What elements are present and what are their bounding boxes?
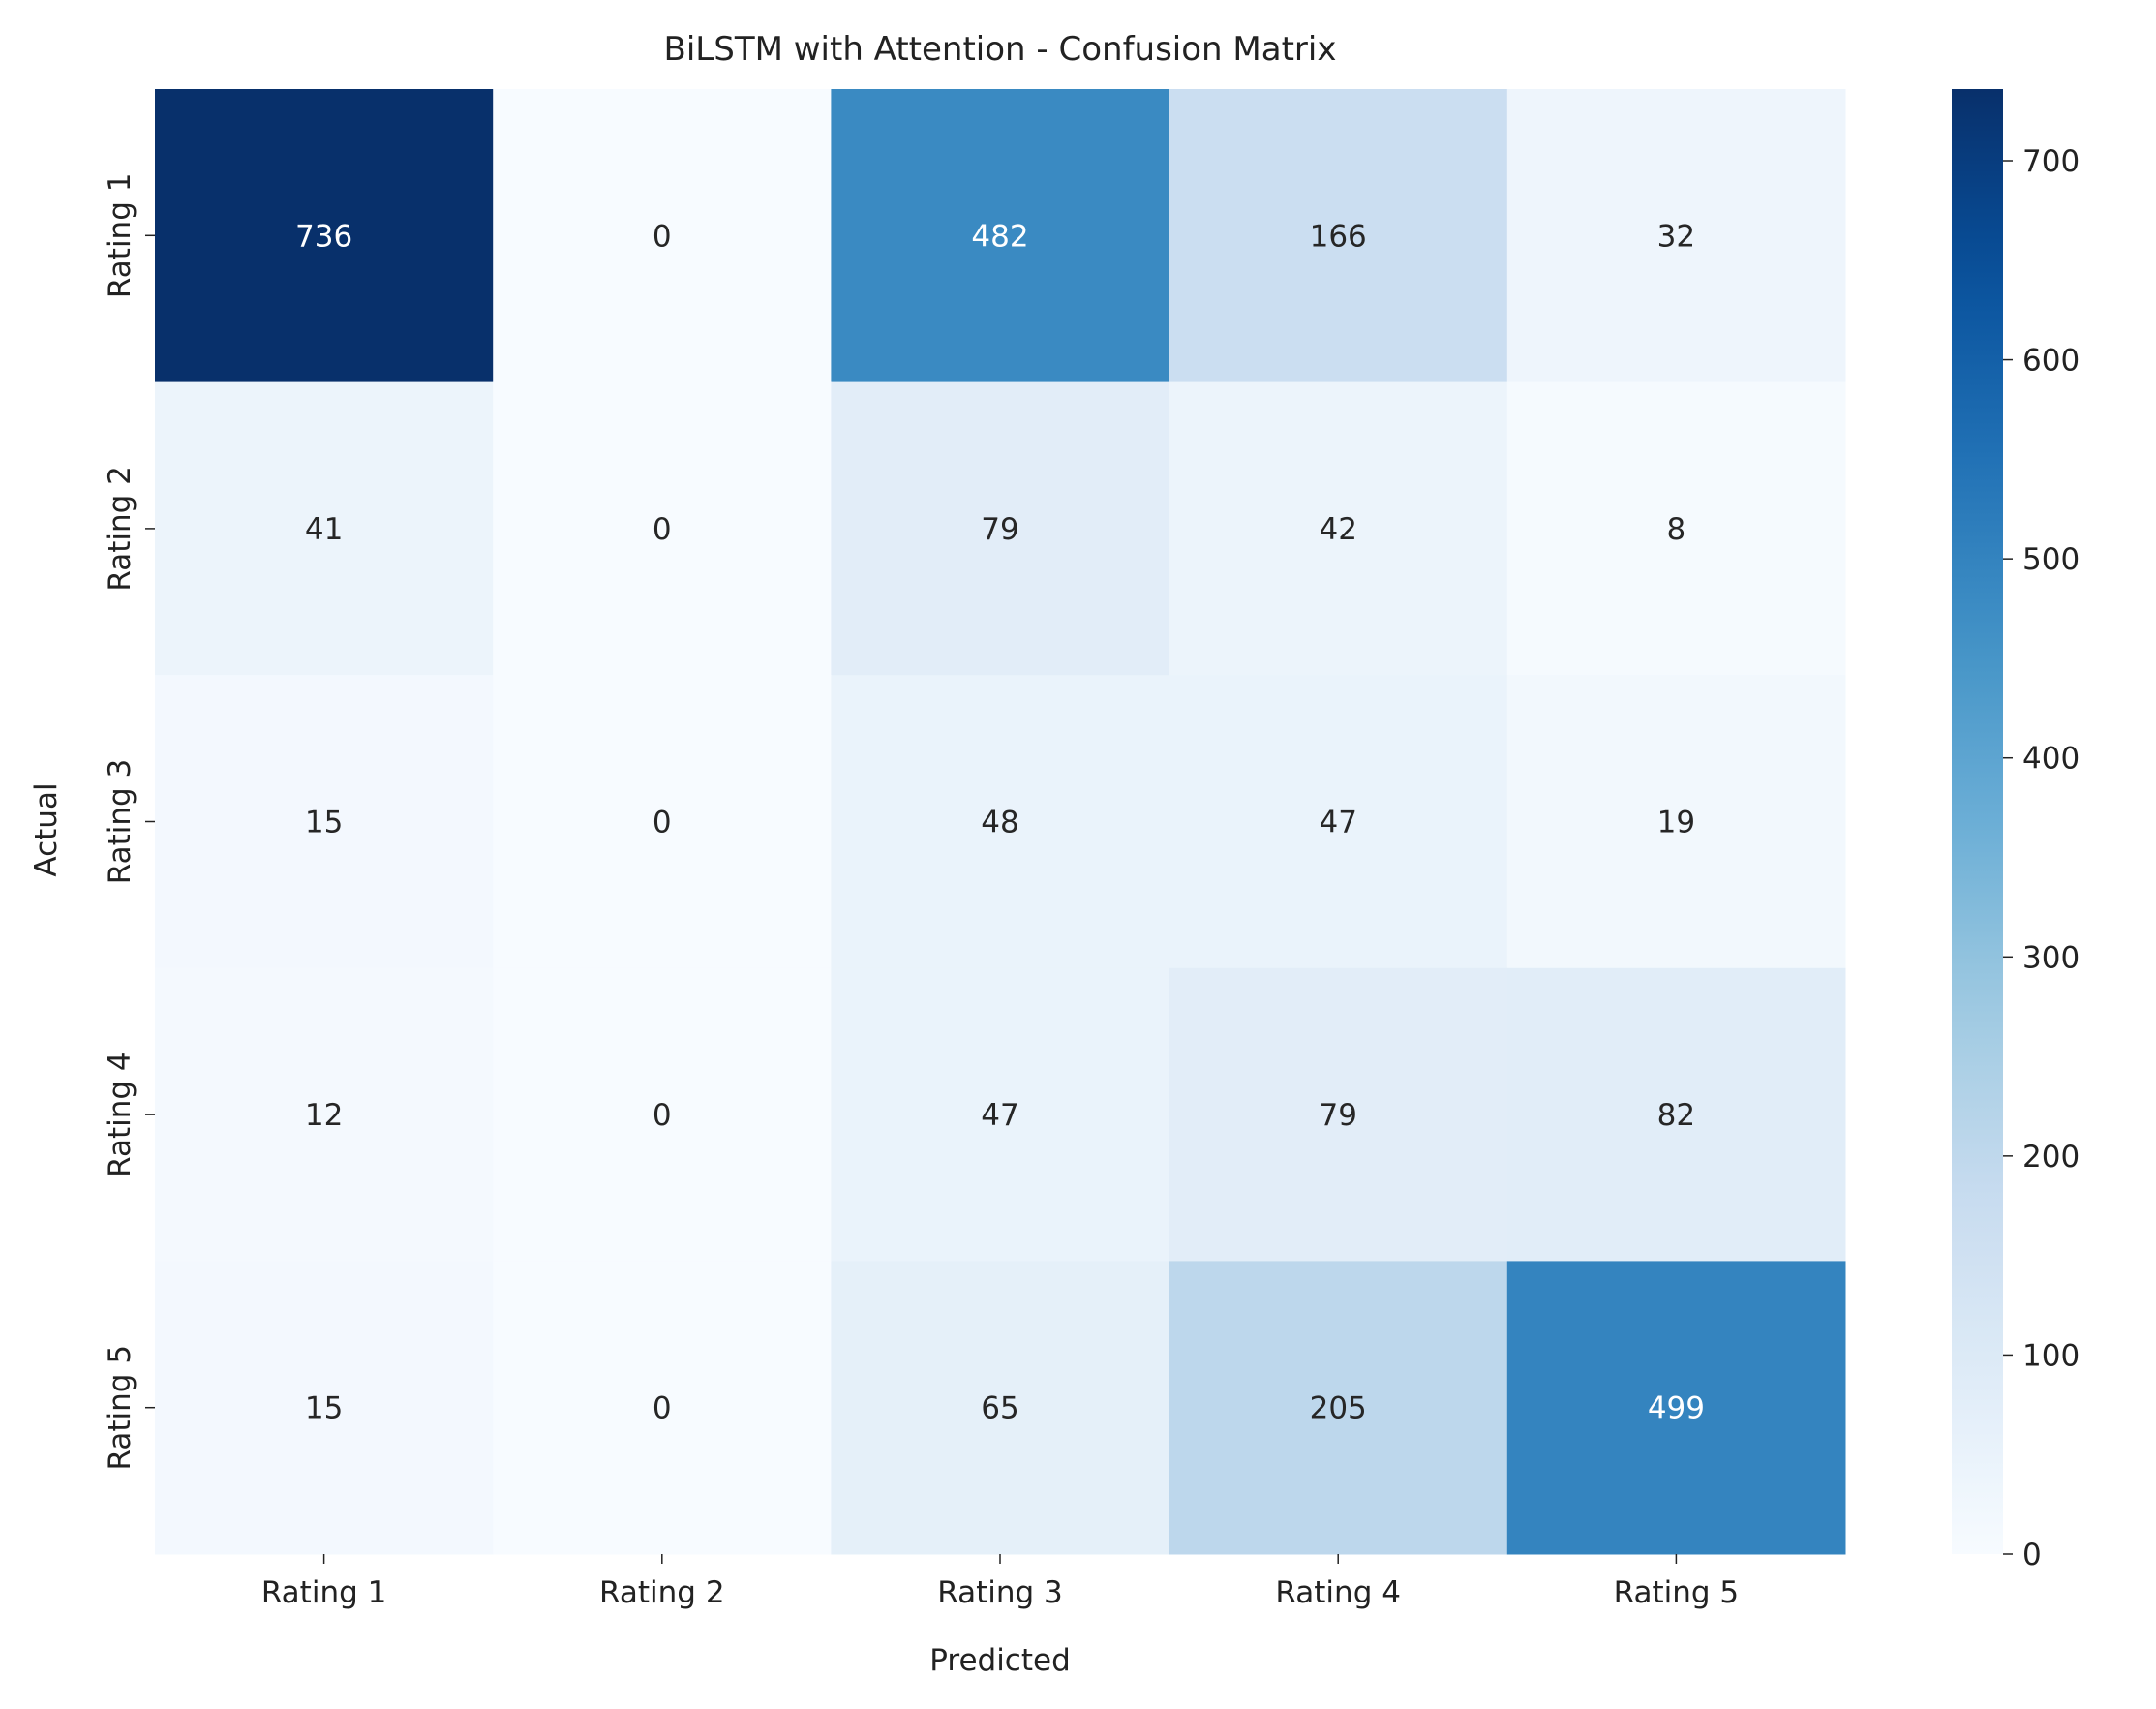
- heatmap-cell: [831, 675, 1170, 969]
- cell-value-label: 8: [1667, 512, 1686, 547]
- colorbar-tick-label: 600: [2022, 344, 2080, 379]
- cell-value-label: 79: [981, 512, 1018, 547]
- cell-value-label: 65: [981, 1391, 1018, 1426]
- colorbar-tick-label: 500: [2022, 542, 2080, 577]
- heatmap-cell: [155, 381, 494, 676]
- colorbar-tick-label: 300: [2022, 940, 2080, 975]
- heatmap-cell: [1506, 89, 1846, 383]
- colorbar-tick-label: 700: [2022, 144, 2080, 179]
- cell-value-label: 0: [653, 219, 672, 254]
- cell-value-label: 82: [1657, 1098, 1695, 1133]
- heatmap-cell: [493, 1261, 832, 1555]
- cell-value-label: 41: [305, 512, 343, 547]
- heatmap-cell: [493, 381, 832, 676]
- cell-value-label: 0: [653, 1391, 672, 1426]
- colorbar: [1952, 89, 2003, 1554]
- heatmap-cell: [1169, 1261, 1508, 1555]
- heatmap-cell: [831, 967, 1170, 1262]
- heatmap-cell: [1506, 967, 1846, 1262]
- y-tick-label: Rating 1: [103, 173, 137, 299]
- colorbar-tick-label: 100: [2022, 1338, 2080, 1373]
- x-axis: Rating 1 Rating 2 Rating 3 Rating 4 Rating 5: [261, 1554, 1739, 1610]
- cell-value-label: 0: [653, 512, 672, 547]
- cell-value-label: 79: [1319, 1098, 1356, 1133]
- chart-title: BiLSTM with Attention - Confusion Matrix: [664, 30, 1337, 69]
- y-axis-label: Actual: [29, 782, 64, 876]
- heatmap-grid: 736 0 482 166 32 41 0 79 42 8 15 0 48 47 19 12 0 47 79 82 15…: [155, 89, 1846, 1555]
- y-tick-label: Rating 5: [103, 1345, 137, 1471]
- cell-value-label: 0: [653, 1098, 672, 1133]
- colorbar-tick-label: 400: [2022, 742, 2080, 777]
- cell-value-label: 12: [305, 1098, 343, 1133]
- colorbar-tick-label: 0: [2022, 1538, 2042, 1572]
- cell-value-label: 32: [1657, 219, 1695, 254]
- cell-value-label: 166: [1310, 219, 1367, 254]
- heatmap-cell: [155, 89, 494, 383]
- heatmap-cell: [1506, 675, 1846, 969]
- heatmap-cell: [155, 967, 494, 1262]
- cell-value-label: 482: [971, 219, 1028, 254]
- x-axis-label: Predicted: [929, 1643, 1071, 1678]
- cell-value-label: 47: [981, 1098, 1018, 1133]
- heatmap-cell: [155, 1261, 494, 1555]
- cell-value-label: 736: [295, 219, 352, 254]
- heatmap-cell: [1169, 675, 1508, 969]
- cell-value-label: 42: [1319, 512, 1356, 547]
- heatmap-cell: [1506, 1261, 1846, 1555]
- x-tick-label: Rating 1: [261, 1575, 387, 1610]
- y-tick-label: Rating 4: [103, 1052, 137, 1177]
- colorbar-ticks: 0 100 200 300 400 500 600 700: [2003, 144, 2080, 1572]
- y-axis: Rating 1 Rating 2 Rating 3 Rating 4 Rating 5: [103, 173, 155, 1471]
- heatmap-cell: [1169, 89, 1508, 383]
- heatmap-cell: [493, 675, 832, 969]
- y-tick-label: Rating 2: [103, 466, 137, 592]
- x-tick-label: Rating 5: [1614, 1575, 1740, 1610]
- cell-value-label: 205: [1310, 1391, 1367, 1426]
- heatmap-cell: [493, 89, 832, 383]
- heatmap-cell: [155, 675, 494, 969]
- cell-value-label: 19: [1657, 806, 1695, 840]
- heatmap-cell: [1169, 381, 1508, 676]
- cell-value-label: 499: [1648, 1391, 1705, 1426]
- x-tick-label: Rating 4: [1275, 1575, 1401, 1610]
- cell-value-label: 15: [305, 806, 343, 840]
- heatmap-cell: [831, 381, 1170, 676]
- cell-value-label: 48: [981, 806, 1018, 840]
- heatmap-cell: [1506, 381, 1846, 676]
- x-tick-label: Rating 2: [599, 1575, 725, 1610]
- y-tick-label: Rating 3: [103, 759, 137, 885]
- heatmap-cell: [831, 89, 1170, 383]
- x-tick-label: Rating 3: [937, 1575, 1063, 1610]
- heatmap-cell: [493, 967, 832, 1262]
- cell-value-label: 47: [1319, 806, 1356, 840]
- colorbar-tick-label: 200: [2022, 1140, 2080, 1175]
- cell-value-label: 15: [305, 1391, 343, 1426]
- heatmap-cell: [831, 1261, 1170, 1555]
- cell-value-label: 0: [653, 806, 672, 840]
- heatmap-cell: [1169, 967, 1508, 1262]
